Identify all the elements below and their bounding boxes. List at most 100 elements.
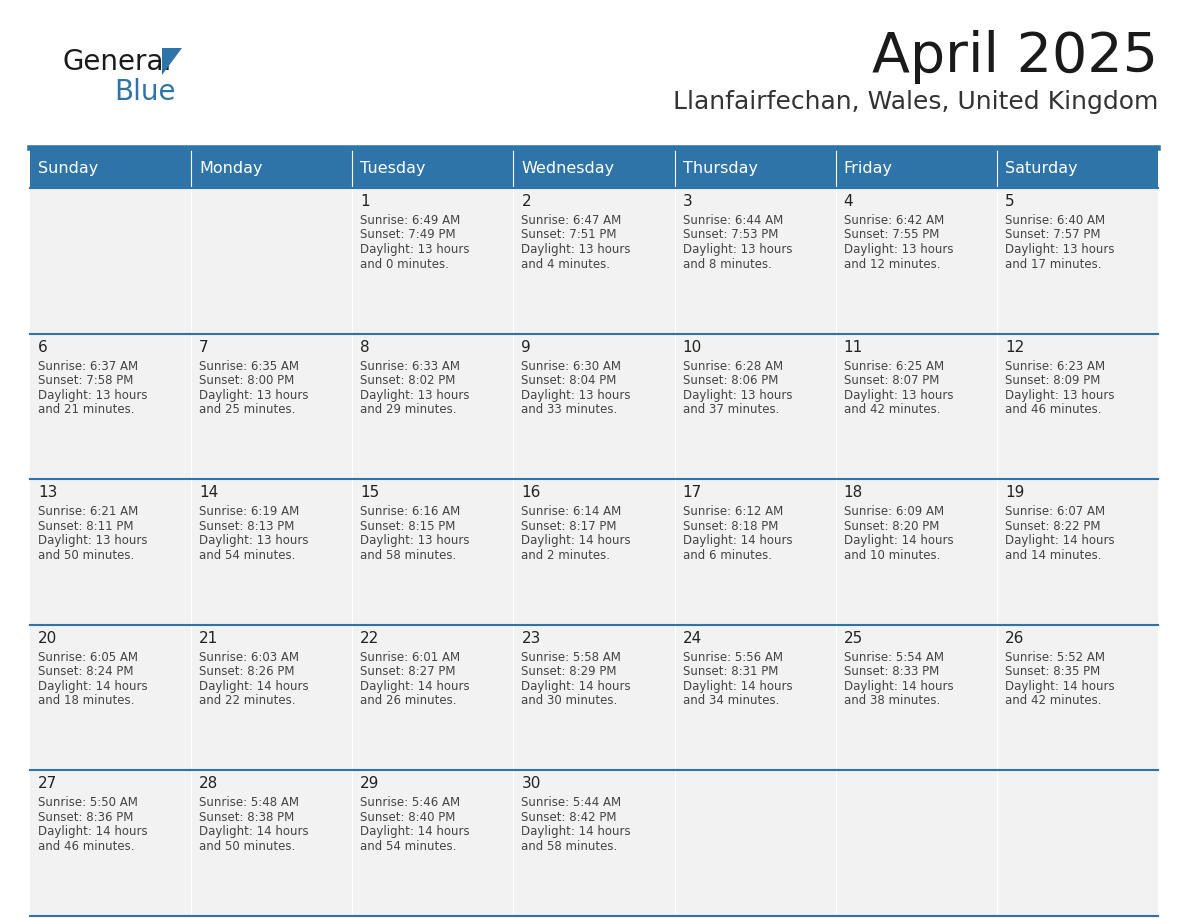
Bar <box>30 625 191 770</box>
Text: 15: 15 <box>360 486 379 500</box>
Bar <box>191 479 353 625</box>
Text: 7: 7 <box>200 340 209 354</box>
Text: Daylight: 14 hours: Daylight: 14 hours <box>38 825 147 838</box>
Text: Daylight: 14 hours: Daylight: 14 hours <box>200 680 309 693</box>
Bar <box>191 770 353 916</box>
Bar <box>835 625 997 770</box>
Text: Sunset: 8:00 PM: Sunset: 8:00 PM <box>200 375 295 387</box>
Text: and 4 minutes.: and 4 minutes. <box>522 258 611 271</box>
Text: Llanfairfechan, Wales, United Kingdom: Llanfairfechan, Wales, United Kingdom <box>672 90 1158 114</box>
Text: Sunset: 8:02 PM: Sunset: 8:02 PM <box>360 375 456 387</box>
Text: Daylight: 14 hours: Daylight: 14 hours <box>683 534 792 547</box>
Text: Sunrise: 6:03 AM: Sunrise: 6:03 AM <box>200 651 299 664</box>
Bar <box>513 333 675 479</box>
Bar <box>997 188 1158 333</box>
Text: Daylight: 13 hours: Daylight: 13 hours <box>683 243 792 256</box>
Text: Daylight: 13 hours: Daylight: 13 hours <box>522 388 631 401</box>
Polygon shape <box>162 48 182 75</box>
Text: and 38 minutes.: and 38 minutes. <box>843 694 940 707</box>
Text: Sunset: 8:27 PM: Sunset: 8:27 PM <box>360 666 456 678</box>
Text: Sunset: 8:26 PM: Sunset: 8:26 PM <box>200 666 295 678</box>
Text: Daylight: 13 hours: Daylight: 13 hours <box>522 243 631 256</box>
Text: Sunrise: 6:09 AM: Sunrise: 6:09 AM <box>843 505 943 518</box>
Text: and 37 minutes.: and 37 minutes. <box>683 403 779 416</box>
Bar <box>191 333 353 479</box>
Text: and 46 minutes.: and 46 minutes. <box>1005 403 1101 416</box>
Text: Sunrise: 6:35 AM: Sunrise: 6:35 AM <box>200 360 299 373</box>
Text: Sunrise: 5:44 AM: Sunrise: 5:44 AM <box>522 797 621 810</box>
Text: Sunrise: 6:12 AM: Sunrise: 6:12 AM <box>683 505 783 518</box>
Text: Sunset: 8:04 PM: Sunset: 8:04 PM <box>522 375 617 387</box>
Text: Sunset: 8:11 PM: Sunset: 8:11 PM <box>38 520 133 532</box>
Text: 18: 18 <box>843 486 862 500</box>
Text: Sunset: 8:29 PM: Sunset: 8:29 PM <box>522 666 617 678</box>
Text: Sunrise: 6:37 AM: Sunrise: 6:37 AM <box>38 360 138 373</box>
Text: and 8 minutes.: and 8 minutes. <box>683 258 771 271</box>
Text: Daylight: 14 hours: Daylight: 14 hours <box>1005 534 1114 547</box>
Bar <box>675 188 835 333</box>
Text: Sunset: 8:18 PM: Sunset: 8:18 PM <box>683 520 778 532</box>
Bar <box>30 333 191 479</box>
Text: Daylight: 13 hours: Daylight: 13 hours <box>843 243 953 256</box>
Text: and 54 minutes.: and 54 minutes. <box>200 549 296 562</box>
Text: and 42 minutes.: and 42 minutes. <box>1005 694 1101 707</box>
Bar <box>191 625 353 770</box>
Bar <box>513 150 675 188</box>
Text: Sunset: 8:09 PM: Sunset: 8:09 PM <box>1005 375 1100 387</box>
Text: Daylight: 14 hours: Daylight: 14 hours <box>683 680 792 693</box>
Text: Sunrise: 5:50 AM: Sunrise: 5:50 AM <box>38 797 138 810</box>
Text: 27: 27 <box>38 777 57 791</box>
Text: 12: 12 <box>1005 340 1024 354</box>
Text: Daylight: 14 hours: Daylight: 14 hours <box>843 680 953 693</box>
Text: 5: 5 <box>1005 194 1015 209</box>
Text: Sunset: 8:36 PM: Sunset: 8:36 PM <box>38 811 133 823</box>
Text: General: General <box>62 48 171 76</box>
Text: Sunrise: 5:46 AM: Sunrise: 5:46 AM <box>360 797 461 810</box>
Text: and 6 minutes.: and 6 minutes. <box>683 549 771 562</box>
Text: Daylight: 14 hours: Daylight: 14 hours <box>360 825 470 838</box>
Bar <box>513 479 675 625</box>
Text: Daylight: 14 hours: Daylight: 14 hours <box>38 680 147 693</box>
Text: Sunrise: 6:30 AM: Sunrise: 6:30 AM <box>522 360 621 373</box>
Bar <box>675 625 835 770</box>
Text: and 10 minutes.: and 10 minutes. <box>843 549 940 562</box>
Text: 29: 29 <box>360 777 380 791</box>
Text: and 18 minutes.: and 18 minutes. <box>38 694 134 707</box>
Text: Sunrise: 6:28 AM: Sunrise: 6:28 AM <box>683 360 783 373</box>
Text: Friday: Friday <box>843 162 892 176</box>
Text: Sunrise: 6:21 AM: Sunrise: 6:21 AM <box>38 505 138 518</box>
Text: Sunrise: 6:16 AM: Sunrise: 6:16 AM <box>360 505 461 518</box>
Bar <box>835 188 997 333</box>
Text: and 17 minutes.: and 17 minutes. <box>1005 258 1101 271</box>
Text: Sunset: 7:53 PM: Sunset: 7:53 PM <box>683 229 778 241</box>
Text: Daylight: 13 hours: Daylight: 13 hours <box>1005 388 1114 401</box>
Text: and 34 minutes.: and 34 minutes. <box>683 694 779 707</box>
Bar <box>835 333 997 479</box>
Text: Sunrise: 6:44 AM: Sunrise: 6:44 AM <box>683 214 783 227</box>
Text: Sunset: 8:42 PM: Sunset: 8:42 PM <box>522 811 617 823</box>
Text: Daylight: 13 hours: Daylight: 13 hours <box>200 534 309 547</box>
Text: Sunset: 7:55 PM: Sunset: 7:55 PM <box>843 229 939 241</box>
Text: April 2025: April 2025 <box>872 30 1158 84</box>
Text: Daylight: 13 hours: Daylight: 13 hours <box>360 388 469 401</box>
Text: Sunset: 8:20 PM: Sunset: 8:20 PM <box>843 520 939 532</box>
Text: and 14 minutes.: and 14 minutes. <box>1005 549 1101 562</box>
Text: 23: 23 <box>522 631 541 645</box>
Text: Thursday: Thursday <box>683 162 758 176</box>
Bar <box>30 188 191 333</box>
Text: and 33 minutes.: and 33 minutes. <box>522 403 618 416</box>
Text: Sunrise: 6:47 AM: Sunrise: 6:47 AM <box>522 214 621 227</box>
Text: Sunrise: 5:54 AM: Sunrise: 5:54 AM <box>843 651 943 664</box>
Bar <box>513 770 675 916</box>
Text: Sunrise: 6:23 AM: Sunrise: 6:23 AM <box>1005 360 1105 373</box>
Text: Sunrise: 6:49 AM: Sunrise: 6:49 AM <box>360 214 461 227</box>
Text: 25: 25 <box>843 631 862 645</box>
Text: Daylight: 14 hours: Daylight: 14 hours <box>522 825 631 838</box>
Text: Daylight: 13 hours: Daylight: 13 hours <box>360 534 469 547</box>
Text: Sunrise: 6:14 AM: Sunrise: 6:14 AM <box>522 505 621 518</box>
Text: Blue: Blue <box>114 78 176 106</box>
Bar <box>835 150 997 188</box>
Text: Sunrise: 5:56 AM: Sunrise: 5:56 AM <box>683 651 783 664</box>
Bar <box>353 479 513 625</box>
Text: 1: 1 <box>360 194 369 209</box>
